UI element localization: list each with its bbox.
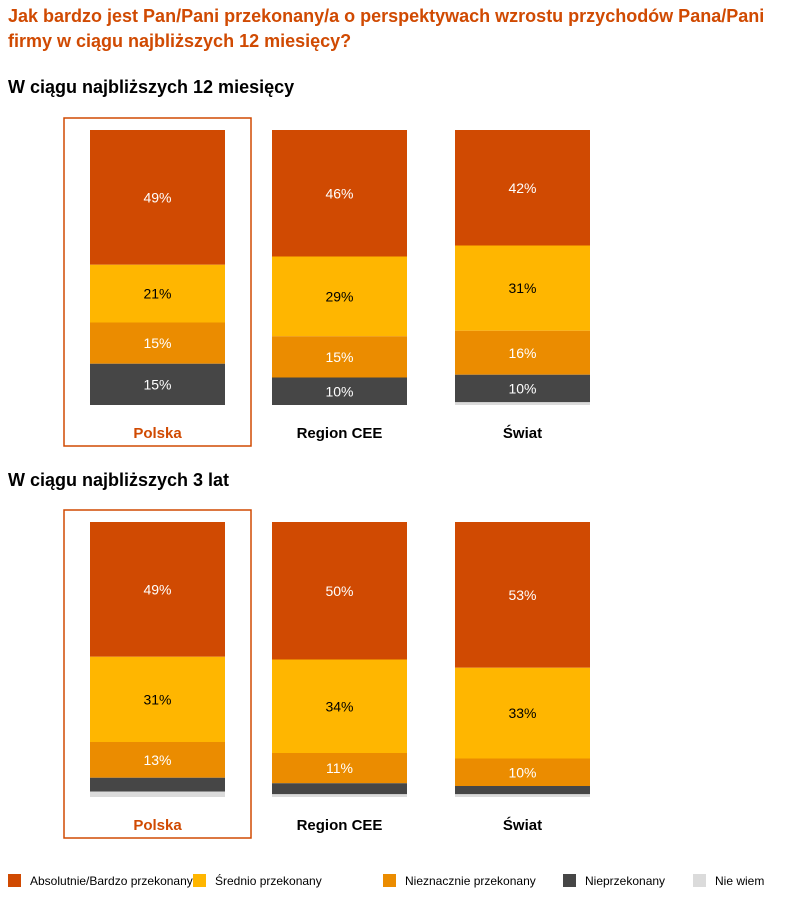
category-label-region-cee-3-years: Region CEE — [297, 817, 383, 834]
bar-segment-nieprzekonany-swiat-12-months — [455, 374, 590, 403]
bar-segment-absolutnie-bardzo-region-cee-3-years — [272, 522, 407, 660]
legend-swatch-nieprzekonany — [563, 874, 576, 887]
legend-swatch-absolutnie-bardzo — [8, 874, 21, 887]
legend-label-nieprzekonany: Nieprzekonany — [585, 874, 665, 888]
bar-segment-nieprzekonany-region-cee-12-months — [272, 377, 407, 405]
bar-segment-srednio-region-cee-3-years — [272, 659, 407, 753]
bar-segment-absolutnie-bardzo-polska-3-years — [90, 522, 225, 657]
page-title: Jak bardzo jest Pan/Pani przekonany/a o … — [8, 6, 765, 51]
data-label-nieznacznie-region-cee-12-months: 15% — [325, 349, 353, 365]
highlight-frame-polska-3-years — [63, 509, 252, 839]
bar-segment-nieprzekonany-polska-3-years — [90, 777, 225, 792]
bar-segment-srednio-polska-3-years — [90, 656, 225, 742]
bar-segment-nieznacznie-swiat-12-months — [455, 330, 590, 375]
bar-segment-nieznacznie-region-cee-3-years — [272, 753, 407, 784]
chart-title-12-months: W ciągu najbliższych 12 miesięcy — [8, 77, 294, 97]
bar-segment-nieznacznie-polska-3-years — [90, 742, 225, 778]
data-label-srednio-region-cee-3-years: 34% — [325, 698, 353, 714]
data-label-nieprzekonany-swiat-12-months: 10% — [508, 381, 536, 397]
bar-segment-nieznacznie-swiat-3-years — [455, 758, 590, 786]
charts-layer: 49% 21% 15% 15% Polska 46% 29% 15% 10% Region CEE… — [63, 117, 590, 839]
legend: Absolutnie/Bardzo przekonany Średnio prze… — [8, 873, 764, 888]
legend-swatch-srednio — [193, 874, 206, 887]
data-label-srednio-swiat-3-years: 33% — [508, 705, 536, 721]
bar-segment-nieznacznie-polska-12-months — [90, 322, 225, 364]
bar-segment-srednio-swiat-3-years — [455, 667, 590, 759]
bar-segment-nie-wiem-swiat-3-years — [455, 794, 590, 797]
data-label-nieznacznie-region-cee-3-years: 11% — [326, 760, 353, 776]
data-label-absolutnie-bardzo-polska-3-years: 49% — [143, 581, 171, 597]
bar-segment-nie-wiem-polska-3-years — [90, 791, 225, 797]
bar-segment-absolutnie-bardzo-swiat-3-years — [455, 522, 590, 668]
data-label-nieprzekonany-polska-12-months: 15% — [143, 376, 171, 392]
bar-segment-srednio-swiat-12-months — [455, 245, 590, 331]
data-label-absolutnie-bardzo-region-cee-3-years: 50% — [325, 583, 353, 599]
legend-label-absolutnie-bardzo: Absolutnie/Bardzo przekonany — [30, 874, 193, 888]
data-label-srednio-swiat-12-months: 31% — [508, 280, 536, 296]
bar-segment-nieprzekonany-polska-12-months — [90, 363, 225, 405]
bar-segment-nieprzekonany-swiat-3-years — [455, 786, 590, 795]
bar-segment-srednio-region-cee-12-months — [272, 256, 407, 337]
chart-title-3-years: W ciągu najbliższych 3 lat — [8, 470, 229, 490]
data-label-nieprzekonany-region-cee-12-months: 10% — [325, 383, 353, 399]
category-label-swiat-12-months: Świat — [503, 424, 542, 442]
data-label-nieznacznie-polska-12-months: 15% — [143, 335, 171, 351]
bar-segment-absolutnie-bardzo-swiat-12-months — [455, 130, 590, 246]
data-label-absolutnie-bardzo-region-cee-12-months: 46% — [325, 185, 353, 201]
bar-segment-absolutnie-bardzo-region-cee-12-months — [272, 130, 407, 257]
bar-segment-nieznacznie-region-cee-12-months — [272, 336, 407, 378]
category-label-region-cee-12-months: Region CEE — [297, 425, 383, 442]
category-label-swiat-3-years: Świat — [503, 816, 542, 834]
category-label-polska-3-years: Polska — [133, 817, 182, 834]
data-label-srednio-polska-12-months: 21% — [143, 286, 171, 302]
bar-segment-nieprzekonany-region-cee-3-years — [272, 783, 407, 795]
highlight-frame-polska-12-months — [63, 117, 252, 447]
legend-label-nie-wiem: Nie wiem — [715, 874, 764, 888]
bar-segment-srednio-polska-12-months — [90, 264, 225, 323]
data-label-srednio-polska-3-years: 31% — [143, 691, 171, 707]
legend-swatch-nie-wiem — [693, 874, 706, 887]
data-label-srednio-region-cee-12-months: 29% — [325, 288, 353, 304]
legend-label-nieznacznie: Nieznacznie przekonany — [405, 874, 536, 888]
data-label-absolutnie-bardzo-swiat-12-months: 42% — [508, 180, 536, 196]
bar-segment-absolutnie-bardzo-polska-12-months — [90, 130, 225, 265]
data-label-absolutnie-bardzo-polska-12-months: 49% — [143, 189, 171, 205]
data-label-absolutnie-bardzo-swiat-3-years: 53% — [508, 587, 536, 603]
data-label-nieznacznie-swiat-12-months: 16% — [508, 345, 536, 361]
data-label-nieznacznie-swiat-3-years: 10% — [508, 764, 536, 780]
legend-swatch-nieznacznie — [383, 874, 396, 887]
bar-segment-nie-wiem-swiat-12-months — [455, 402, 590, 405]
category-label-polska-12-months: Polska — [133, 425, 182, 442]
bar-segment-nie-wiem-region-cee-3-years — [272, 794, 407, 797]
data-label-nieznacznie-polska-3-years: 13% — [143, 752, 171, 768]
legend-label-srednio: Średnio przekonany — [215, 873, 322, 888]
